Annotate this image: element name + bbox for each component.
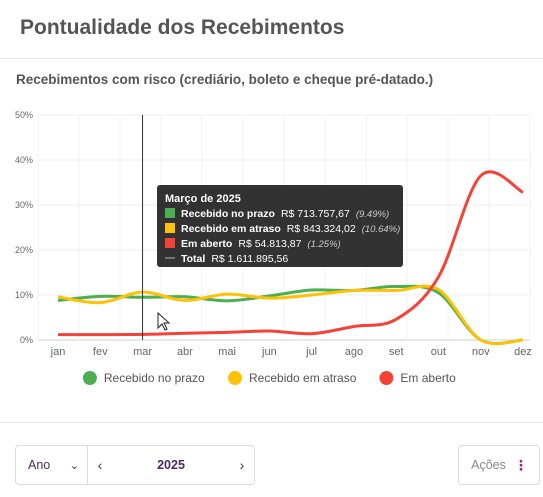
x-tick-label-abr: abr [177, 346, 193, 358]
legend-marker-2[interactable] [379, 371, 394, 385]
tooltip-swatch [165, 208, 175, 218]
period-type-value: Ano [28, 458, 51, 472]
period-type-select[interactable]: Ano ⌄ [16, 446, 88, 484]
line-chart[interactable]: 0% 10% 20% 30% 40% 50% jan fev mar abr mai jun jul ag… [0, 100, 543, 400]
previous-year-button[interactable]: ‹ [88, 446, 112, 484]
y-tick-label: 0% [20, 335, 33, 345]
y-tick-label: 10% [15, 290, 33, 300]
chevron-down-icon: ⌄ [69, 459, 79, 472]
y-tick-label: 40% [15, 155, 33, 165]
series-line-0[interactable] [57, 284, 524, 345]
x-tick-label-nov: nov [472, 346, 490, 358]
x-tick-label-ago: ago [345, 346, 363, 358]
y-tick-label: 20% [15, 245, 33, 255]
tooltip-row-percent: (10.64%) [362, 224, 401, 235]
period-selector: Ano ⌄ ‹ 2025 › [15, 445, 255, 485]
chevron-right-icon: › [239, 457, 245, 473]
series-line-2[interactable] [57, 170, 524, 337]
tooltip-row-value: R$ 843.324,02 [287, 223, 356, 235]
legend-label-2: Em aberto [400, 371, 456, 385]
chart-tooltip [157, 185, 403, 267]
tooltip-swatch [165, 238, 175, 248]
tooltip-row-label: Recebido no prazo [181, 208, 275, 220]
series-line-1[interactable] [57, 284, 524, 346]
page-title: Pontualidade dos Recebimentos [20, 16, 345, 39]
y-tick-label: 50% [15, 110, 33, 120]
tooltip-row-value: R$ 713.757,67 [281, 208, 350, 220]
more-vertical-icon: ⋮ [513, 456, 528, 473]
tooltip-row-value: R$ 1.611.895,56 [211, 253, 288, 265]
x-tick-label-jul: jul [305, 346, 317, 358]
page-header: Pontualidade dos Recebimentos [0, 0, 543, 59]
legend-marker-0[interactable] [82, 371, 97, 385]
y-tick-label: 30% [15, 200, 33, 210]
legend-label-0: Recebido no prazo [104, 371, 205, 385]
tooltip-row-percent: (1.25%) [307, 239, 340, 250]
legend-label-1: Recebido em atraso [249, 371, 357, 385]
x-tick-label-jun: jun [261, 346, 277, 358]
x-tick-label-set: set [389, 346, 404, 358]
tooltip-row-label: Recebido em atraso [181, 223, 281, 235]
tooltip-row-percent: (9.49%) [356, 209, 389, 220]
year-label: 2025 [157, 458, 185, 472]
chart-subtitle: Recebimentos com risco (crediário, bolet… [16, 72, 434, 87]
tooltip-row-label: Total [181, 253, 205, 265]
tooltip-title: Março de 2025 [165, 193, 241, 205]
x-tick-label-jan: jan [50, 346, 66, 358]
x-tick-label-out: out [431, 346, 446, 358]
x-tick-label-dez: dez [514, 346, 532, 358]
x-tick-label-fev: fev [93, 346, 108, 358]
legend-marker-1[interactable] [228, 371, 242, 385]
actions-label: Ações [471, 458, 506, 472]
x-tick-label-mai: mai [218, 346, 236, 358]
tooltip-row-value: R$ 54.813,87 [238, 238, 301, 250]
actions-button[interactable]: Ações ⋮ [458, 445, 540, 485]
tooltip-swatch [165, 223, 175, 233]
next-year-button[interactable]: › [230, 446, 254, 484]
x-tick-label-mar: mar [133, 346, 152, 358]
mouse-cursor-icon [157, 311, 171, 331]
footer-divider [0, 422, 543, 423]
tooltip-row-label: Em aberto [181, 238, 232, 250]
chevron-left-icon: ‹ [97, 457, 103, 473]
